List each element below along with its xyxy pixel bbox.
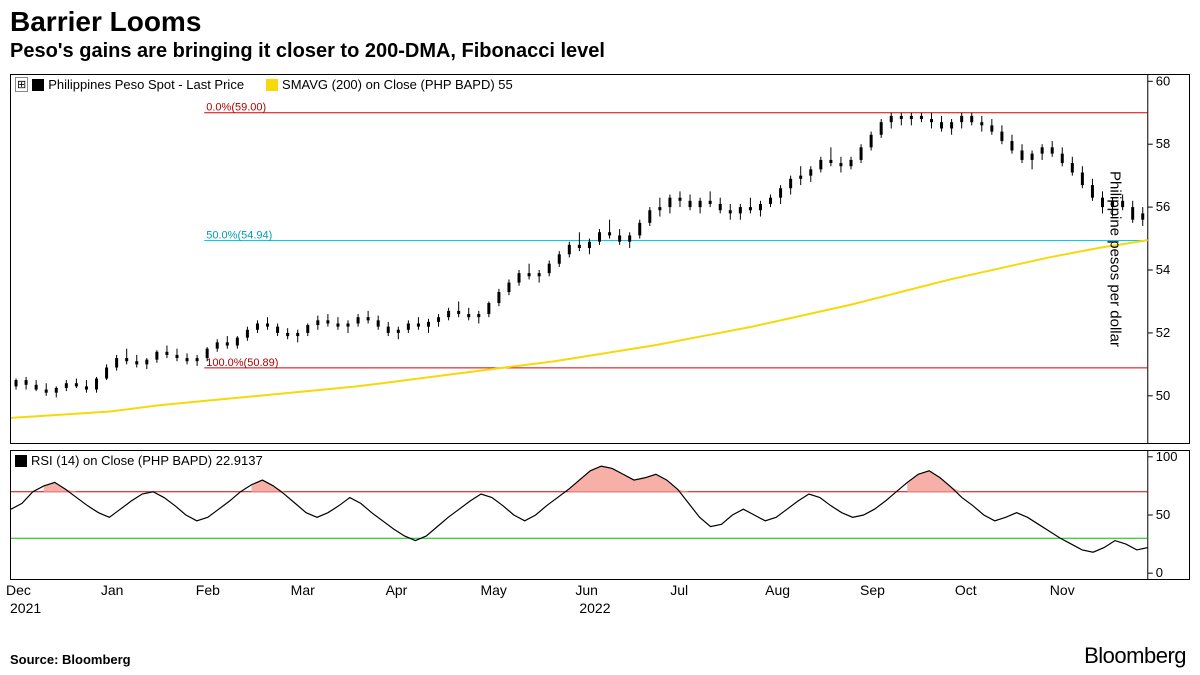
legend-swatch-price: [32, 79, 44, 91]
expand-icon: ⊞: [15, 77, 28, 92]
brand-label: Bloomberg: [1084, 643, 1186, 669]
price-chart: ⊞ Philippines Peso Spot - Last Price SMA…: [10, 74, 1190, 444]
svg-text:50: 50: [1156, 507, 1170, 522]
x-tick: Jan: [101, 582, 124, 598]
chart-subtitle: Peso's gains are bringing it closer to 2…: [0, 38, 1200, 67]
source-label: Source: Bloomberg: [10, 652, 131, 667]
svg-text:60: 60: [1156, 75, 1170, 88]
svg-text:100: 100: [1156, 451, 1178, 464]
x-tick: Oct: [955, 582, 977, 598]
x-tick: Sep: [860, 582, 885, 598]
main-plot: 50 52 54 56 58 60 0.0%(59.00) 50.0%(54.94) 100.0…: [11, 75, 1189, 443]
x-year: 2021: [10, 600, 41, 616]
svg-text:52: 52: [1156, 325, 1170, 340]
legend-label-rsi: RSI (14) on Close (PHP BAPD) 22.9137: [31, 453, 263, 468]
x-tick: Feb: [196, 582, 220, 598]
rsi-plot: 0 50 100: [11, 451, 1189, 579]
legend-swatch-sma: [266, 79, 278, 91]
x-tick: Jul: [670, 582, 688, 598]
svg-text:54: 54: [1156, 262, 1170, 277]
svg-text:100.0%(50.89): 100.0%(50.89): [206, 357, 278, 369]
svg-text:50: 50: [1156, 388, 1170, 403]
x-tick: Mar: [291, 582, 315, 598]
svg-text:50.0%(54.94): 50.0%(54.94): [206, 229, 272, 241]
x-tick: Apr: [386, 582, 408, 598]
x-tick: Nov: [1050, 582, 1075, 598]
x-tick: May: [480, 582, 506, 598]
rsi-chart: RSI (14) on Close (PHP BAPD) 22.9137 0 50…: [10, 450, 1190, 580]
y-axis-label: Philippine pesos per dollar: [1107, 171, 1124, 347]
svg-text:56: 56: [1156, 199, 1170, 214]
legend-label-price: Philippines Peso Spot - Last Price: [48, 77, 244, 92]
chart-title: Barrier Looms: [0, 0, 1200, 38]
x-year: 2022: [579, 600, 610, 616]
x-tick: Aug: [765, 582, 790, 598]
svg-text:58: 58: [1156, 136, 1170, 151]
legend-swatch-rsi: [15, 455, 27, 467]
x-tick: Jun: [575, 582, 598, 598]
svg-text:0: 0: [1156, 565, 1163, 579]
svg-text:0.0%(59.00): 0.0%(59.00): [206, 102, 266, 114]
x-tick: Dec: [6, 582, 31, 598]
main-legend: ⊞ Philippines Peso Spot - Last Price SMA…: [15, 77, 513, 92]
legend-label-sma: SMAVG (200) on Close (PHP BAPD) 55: [282, 77, 513, 92]
rsi-legend: RSI (14) on Close (PHP BAPD) 22.9137: [15, 453, 263, 468]
x-axis: DecJanFebMarAprMayJunJulAugSepOctNov2021…: [10, 582, 1190, 622]
